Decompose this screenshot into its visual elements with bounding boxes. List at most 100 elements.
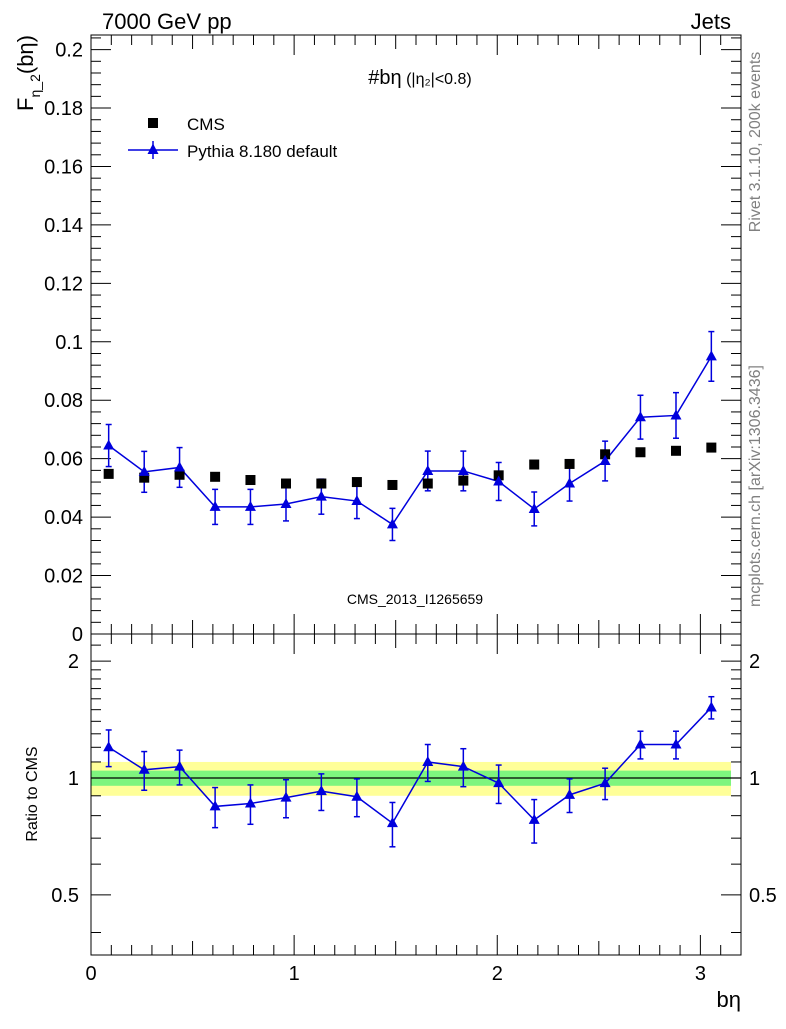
- y-label-main: F: [13, 97, 38, 110]
- pythia-data-point: [138, 465, 150, 476]
- x-tick-label: 2: [492, 963, 503, 985]
- ratio-data-point: [634, 738, 646, 749]
- ratio-data-point: [315, 785, 327, 796]
- pythia-data-point: [705, 350, 717, 361]
- cms-data-point: [139, 472, 150, 483]
- pythia-data-point: [244, 500, 256, 511]
- ratio-data-point: [351, 790, 363, 801]
- pythia-data-point: [386, 518, 398, 529]
- rivet-version-label: Rivet 3.1.10, 200k events: [747, 52, 764, 233]
- header-process: Jets: [691, 9, 731, 34]
- cms-data-point: [600, 449, 611, 460]
- ratio-y-tick-label-left: 0.5: [51, 885, 79, 907]
- cms-data-point: [245, 475, 256, 486]
- y-tick-label: 0.04: [44, 507, 83, 529]
- ratio-y-tick-label-right: 0.5: [749, 885, 777, 907]
- cms-data-point: [458, 475, 469, 486]
- pythia-data-point: [564, 477, 576, 488]
- y-tick-label: 0.08: [44, 390, 83, 412]
- cms-data-point: [174, 469, 185, 480]
- ratio-data-point: [705, 701, 717, 712]
- ratio-data-point: [493, 777, 505, 788]
- plot-title: #bη (|η₂|<0.8): [368, 67, 472, 89]
- legend-marker-cms: [148, 118, 158, 128]
- pythia-data-point: [209, 500, 221, 511]
- main-y-axis-label: Fη_2(bη): [13, 35, 43, 111]
- pythia-data-point: [174, 461, 186, 472]
- ratio-data-point: [386, 817, 398, 828]
- pythia-data-point: [280, 497, 292, 508]
- ratio-uncertainty-band: [91, 761, 741, 796]
- y-tick-label: 0.06: [44, 449, 83, 471]
- y-tick-label: 0.02: [44, 566, 83, 588]
- x-tick-label: 0: [85, 963, 96, 985]
- ratio-y-tick-label-right: 1: [749, 768, 760, 790]
- ratio-data-point: [280, 791, 292, 802]
- ratio-data-point: [457, 760, 469, 771]
- pythia-data-point: [103, 439, 115, 450]
- cms-data-point: [529, 459, 540, 470]
- ratio-data-point: [103, 741, 115, 752]
- ratio-axis-ticks: 0.5 0.5 1 1 2 2 0 1 2 3: [51, 634, 777, 985]
- ratio-data-point: [138, 763, 150, 774]
- mcplots-label: mcplots.cern.ch [arXiv:1306.3436]: [747, 365, 764, 607]
- y-label-subscript: η_2: [27, 74, 43, 98]
- y-tick-label: 0.14: [44, 215, 83, 237]
- pythia-data-point: [493, 475, 505, 486]
- legend: CMS Pythia 8.180 default: [128, 115, 338, 161]
- x-tick-label: 3: [695, 963, 706, 985]
- pythia-data-point: [315, 490, 327, 501]
- ratio-y-tick-label-left: 1: [68, 768, 79, 790]
- ratio-y-axis-label: Ratio to CMS: [24, 746, 41, 841]
- x-axis-label: bη: [717, 987, 741, 1012]
- cms-data-point: [281, 478, 291, 489]
- ratio-data-point: [209, 800, 221, 811]
- ratio-data-point: [670, 738, 682, 749]
- cms-data-point: [422, 478, 433, 489]
- cms-data-point: [564, 458, 575, 469]
- pythia-data-point: [599, 455, 611, 466]
- pythia-data-point: [670, 409, 682, 420]
- cms-data-point: [210, 471, 221, 482]
- ratio-plot-frame: [90, 633, 742, 956]
- ratio-data-point: [244, 797, 256, 808]
- cms-data-point: [387, 479, 398, 490]
- ratio-data-point: [422, 755, 434, 766]
- y-tick-label: 0.18: [44, 98, 83, 120]
- legend-marker-pythia: [147, 143, 159, 154]
- y-tick-label: 0.1: [55, 332, 83, 354]
- ratio-series-line: [108, 706, 712, 825]
- main-data-layer: [103, 330, 717, 542]
- y-tick-label: 0: [72, 624, 83, 646]
- header-collision: 7000 GeV pp: [102, 9, 232, 34]
- legend-label-cms: CMS: [187, 115, 225, 134]
- y-tick-label: 0.16: [44, 156, 83, 178]
- ratio-data-point: [528, 813, 540, 824]
- pythia-series-line: [108, 356, 712, 526]
- y-label-tail: (bη): [13, 35, 38, 74]
- pythia-data-point: [528, 502, 540, 513]
- cms-data-point: [103, 468, 114, 479]
- pythia-data-point: [457, 464, 469, 475]
- ratio-data-point: [174, 760, 186, 771]
- cms-data-point: [351, 477, 362, 488]
- cms-data-point: [493, 470, 504, 481]
- ratio-y-tick-label-left: 2: [68, 651, 79, 673]
- ratio-panel: 0.5 0.5 1 1 2 2 0 1 2 3 Ratio to CMS bη: [24, 633, 777, 1012]
- y-tick-label: 0.2: [55, 40, 83, 62]
- ratio-data-layer: [103, 695, 717, 848]
- cms-data-point: [671, 445, 681, 456]
- pythia-data-point: [634, 411, 646, 422]
- x-tick-label: 1: [289, 963, 300, 985]
- ratio-y-tick-label-right: 2: [749, 651, 760, 673]
- pythia-data-point: [351, 495, 363, 506]
- legend-label-pythia: Pythia 8.180 default: [187, 142, 338, 161]
- y-tick-label: 0.12: [44, 273, 83, 295]
- main-panel: 00.020.040.060.080.10.120.140.160.180.2 …: [13, 34, 742, 646]
- cms-data-point: [635, 447, 646, 458]
- cms-data-point: [316, 478, 327, 489]
- main-axis-ticks: 0 0.02 0.04 0.06 0.08 0.1 0.12 0.14 0.16 0.18 0.2: [44, 35, 742, 646]
- analysis-watermark: CMS_2013_I1265659: [347, 591, 483, 607]
- pythia-data-point: [422, 464, 434, 475]
